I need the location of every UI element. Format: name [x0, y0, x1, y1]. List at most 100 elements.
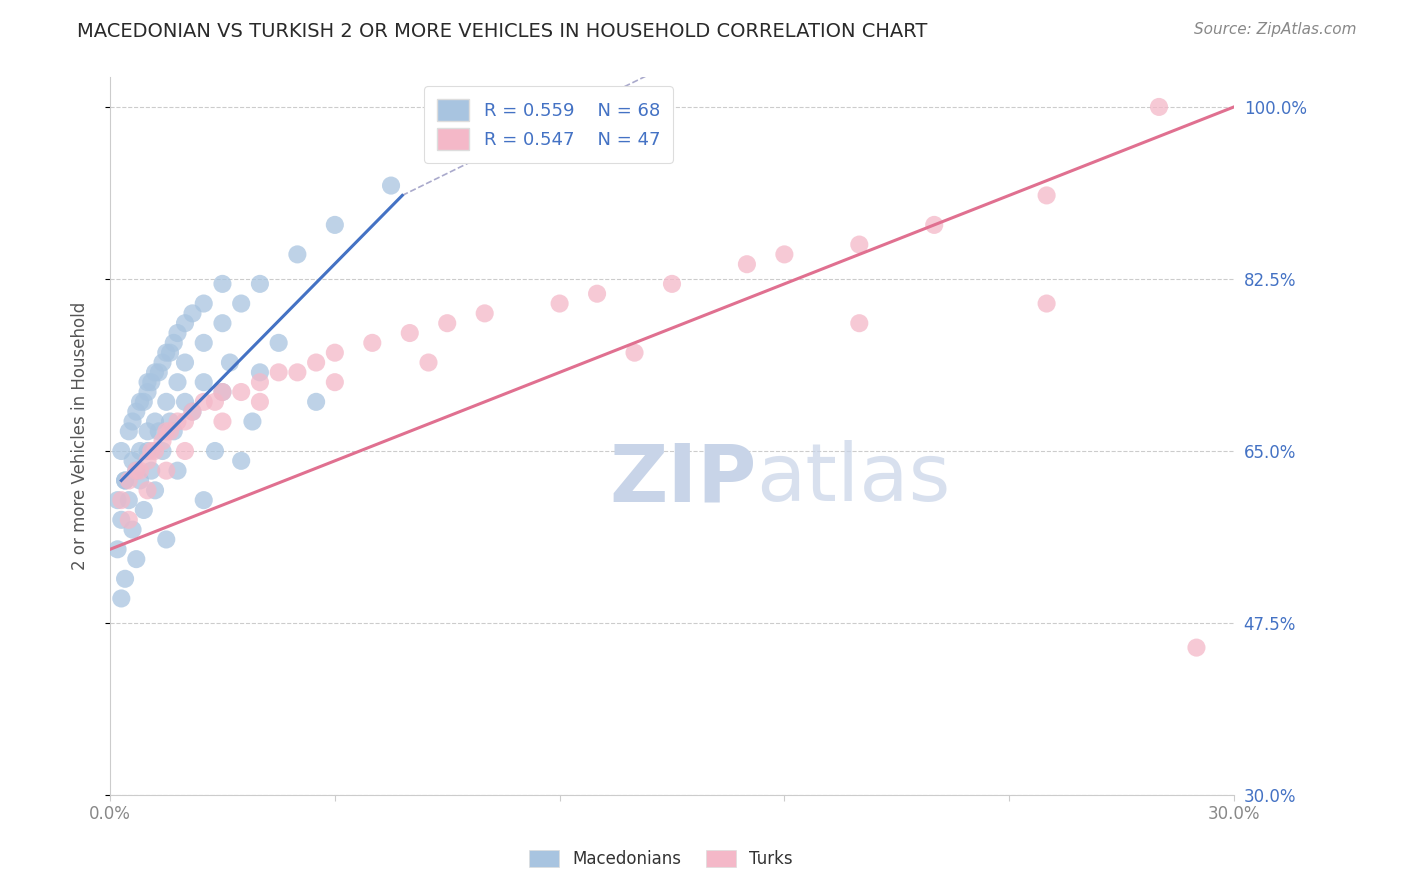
- Point: [118, 425, 141, 439]
- Point: [211, 384, 233, 399]
- Point: [323, 375, 346, 389]
- Point: [773, 247, 796, 261]
- Point: [110, 444, 132, 458]
- Point: [129, 474, 152, 488]
- Point: [211, 316, 233, 330]
- Point: [125, 405, 148, 419]
- Point: [110, 513, 132, 527]
- Point: [152, 444, 174, 458]
- Point: [141, 464, 163, 478]
- Point: [174, 316, 197, 330]
- Point: [1035, 188, 1057, 202]
- Point: [735, 257, 758, 271]
- Point: [132, 394, 155, 409]
- Point: [155, 425, 177, 439]
- Point: [143, 483, 166, 498]
- Point: [361, 335, 384, 350]
- Point: [121, 454, 143, 468]
- Point: [249, 365, 271, 379]
- Point: [121, 523, 143, 537]
- Point: [211, 415, 233, 429]
- Point: [118, 513, 141, 527]
- Point: [231, 454, 253, 468]
- Point: [114, 474, 136, 488]
- Point: [155, 345, 177, 359]
- Point: [174, 415, 197, 429]
- Y-axis label: 2 or more Vehicles in Household: 2 or more Vehicles in Household: [72, 302, 89, 570]
- Point: [143, 365, 166, 379]
- Point: [249, 277, 271, 291]
- Point: [242, 415, 264, 429]
- Point: [204, 444, 226, 458]
- Point: [166, 464, 188, 478]
- Point: [174, 444, 197, 458]
- Point: [136, 483, 159, 498]
- Point: [193, 375, 215, 389]
- Point: [249, 394, 271, 409]
- Point: [163, 335, 186, 350]
- Point: [287, 247, 309, 261]
- Point: [287, 365, 309, 379]
- Point: [136, 444, 159, 458]
- Point: [166, 326, 188, 340]
- Point: [249, 375, 271, 389]
- Text: atlas: atlas: [756, 441, 950, 518]
- Point: [143, 415, 166, 429]
- Point: [163, 425, 186, 439]
- Point: [204, 394, 226, 409]
- Point: [211, 277, 233, 291]
- Point: [231, 384, 253, 399]
- Point: [211, 384, 233, 399]
- Point: [110, 591, 132, 606]
- Point: [193, 394, 215, 409]
- Point: [380, 178, 402, 193]
- Point: [474, 306, 496, 320]
- Text: Source: ZipAtlas.com: Source: ZipAtlas.com: [1194, 22, 1357, 37]
- Point: [267, 335, 290, 350]
- Point: [548, 296, 571, 310]
- Point: [159, 415, 181, 429]
- Point: [193, 296, 215, 310]
- Point: [1035, 296, 1057, 310]
- Point: [174, 355, 197, 369]
- Point: [125, 552, 148, 566]
- Point: [148, 365, 170, 379]
- Point: [114, 474, 136, 488]
- Point: [141, 375, 163, 389]
- Point: [107, 493, 129, 508]
- Point: [136, 375, 159, 389]
- Legend: Macedonians, Turks: Macedonians, Turks: [522, 843, 800, 875]
- Point: [152, 355, 174, 369]
- Point: [159, 345, 181, 359]
- Point: [586, 286, 609, 301]
- Point: [661, 277, 683, 291]
- Point: [136, 454, 159, 468]
- Point: [848, 316, 870, 330]
- Point: [848, 237, 870, 252]
- Point: [110, 493, 132, 508]
- Point: [166, 415, 188, 429]
- Point: [136, 384, 159, 399]
- Point: [155, 464, 177, 478]
- Point: [141, 444, 163, 458]
- Point: [323, 345, 346, 359]
- Point: [193, 493, 215, 508]
- Point: [121, 415, 143, 429]
- Point: [219, 355, 242, 369]
- Point: [155, 394, 177, 409]
- Point: [305, 355, 328, 369]
- Point: [155, 533, 177, 547]
- Point: [125, 464, 148, 478]
- Point: [143, 444, 166, 458]
- Point: [118, 474, 141, 488]
- Point: [1147, 100, 1170, 114]
- Point: [181, 405, 204, 419]
- Point: [174, 394, 197, 409]
- Point: [398, 326, 420, 340]
- Point: [129, 394, 152, 409]
- Point: [623, 345, 645, 359]
- Point: [132, 503, 155, 517]
- Point: [118, 493, 141, 508]
- Point: [193, 335, 215, 350]
- Point: [159, 425, 181, 439]
